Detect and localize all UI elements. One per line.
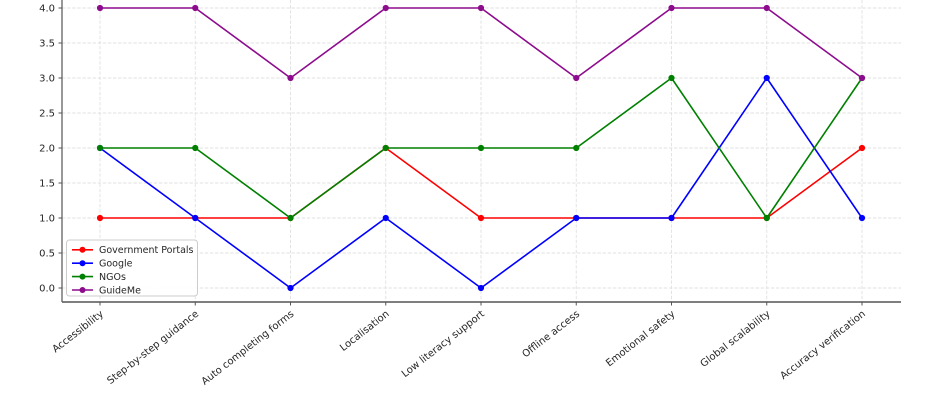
data-point-marker: [477, 214, 485, 222]
legend-swatch-dot: [79, 246, 86, 253]
legend-swatch-dot: [79, 287, 86, 293]
legend-swatch-dot: [79, 273, 86, 280]
data-point-marker: [668, 214, 675, 222]
data-point-marker: [763, 74, 770, 82]
legend-swatch-dot: [79, 260, 86, 267]
data-point-marker: [192, 4, 199, 12]
y-tick-label: 4.0: [39, 4, 55, 15]
data-point-marker: [858, 74, 866, 82]
legend-item-label: GuideMe: [99, 285, 141, 296]
data-point-marker: [382, 144, 389, 152]
data-point-marker: [763, 4, 770, 12]
x-category-label: Offline access: [520, 309, 582, 361]
y-tick-label: 3.5: [39, 39, 55, 50]
data-point-marker: [192, 214, 199, 222]
y-axis: 0.0 0.5 1.0 1.5 2.0 2.5 3.0 3.5 4.0: [39, 4, 62, 295]
legend-item-label: NGOs: [99, 272, 126, 283]
y-tick-label: 2.0: [39, 144, 55, 155]
x-category-label: Step-by-step guidance: [105, 309, 201, 387]
legend-item-label: Government Portals: [99, 245, 194, 256]
data-point-marker: [96, 144, 104, 152]
data-point-marker: [668, 74, 675, 82]
legend: Government Portals Google NGOs GuideMe: [66, 239, 198, 297]
data-point-marker: [858, 214, 866, 222]
data-point-marker: [477, 4, 485, 12]
y-tick-label: 0.5: [39, 249, 55, 260]
data-point-marker: [477, 284, 485, 292]
data-point-marker: [668, 4, 675, 12]
data-point-marker: [477, 144, 485, 152]
data-point-marker: [382, 214, 389, 222]
x-category-label: Emotional safety: [604, 309, 677, 370]
data-point-marker: [573, 74, 580, 82]
x-category-label: Accuracy verification: [778, 309, 867, 382]
x-category-label: Auto completing forms: [200, 309, 297, 388]
data-point-marker: [96, 214, 104, 222]
data-point-marker: [858, 144, 866, 152]
data-point-marker: [287, 74, 294, 82]
data-point-marker: [96, 4, 104, 12]
y-tick-label: 2.5: [39, 109, 55, 120]
legend-item-guideme: GuideMe: [72, 285, 141, 296]
data-point-marker: [382, 4, 389, 12]
y-tick-label: 0.0: [39, 284, 55, 295]
data-point-marker: [287, 284, 294, 292]
legend-box: [66, 239, 198, 297]
data-point-marker: [287, 214, 294, 222]
legend-item-google: Google: [72, 259, 133, 270]
y-tick-label: 3.0: [39, 74, 55, 85]
series-ngos: [96, 74, 866, 222]
data-point-marker: [573, 144, 580, 152]
x-category-label: Accessibility: [51, 309, 106, 356]
x-category-label: Localisation: [338, 309, 391, 354]
series-guideme: [96, 4, 866, 82]
legend-item-government-portals: Government Portals: [72, 245, 194, 256]
legend-item-label: Google: [99, 259, 133, 270]
x-category-label: Low literacy support: [400, 309, 487, 380]
y-tick-label: 1.5: [39, 179, 55, 190]
x-category-label: Global scalability: [699, 309, 773, 370]
legend-item-ngos: NGOs: [72, 272, 126, 283]
data-point-marker: [573, 214, 580, 222]
y-tick-label: 1.0: [39, 214, 55, 225]
data-point-marker: [763, 214, 770, 222]
data-point-marker: [192, 144, 199, 152]
